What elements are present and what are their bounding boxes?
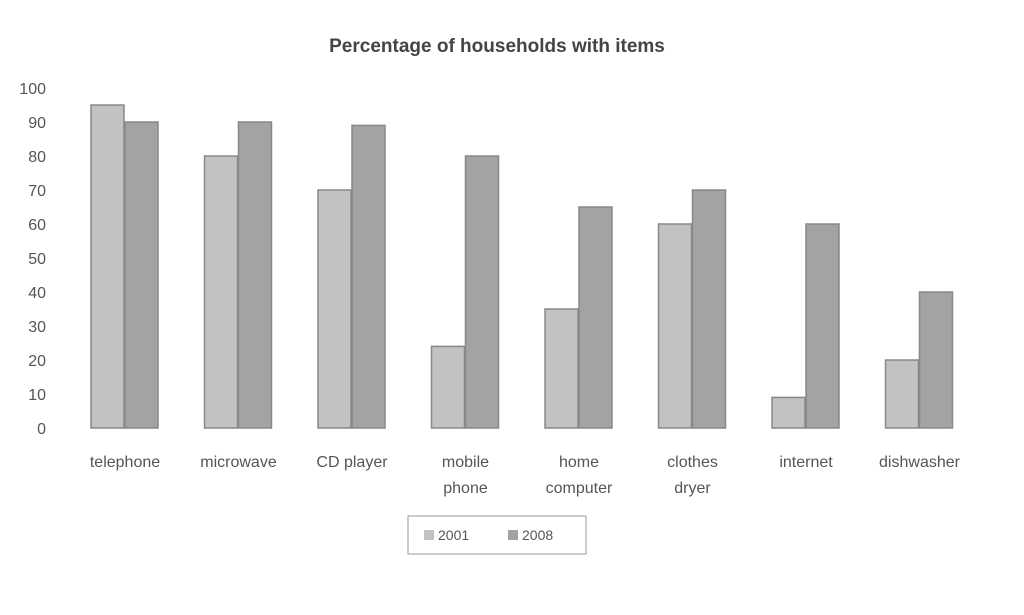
legend-label-2008: 2008 — [522, 527, 553, 543]
bar-2001 — [771, 396, 806, 429]
y-tick-label: 20 — [28, 353, 46, 370]
y-tick-label: 60 — [28, 217, 46, 234]
bar-2001 — [203, 155, 239, 429]
x-tick-label: clothes — [667, 454, 718, 471]
bar-2008 — [691, 189, 727, 429]
bar-2001 — [544, 308, 579, 429]
bar-2008 — [578, 206, 613, 429]
bar-2008 — [464, 155, 500, 429]
bar-2001 — [884, 359, 920, 429]
x-tick-label: telephone — [90, 454, 160, 471]
y-tick-label: 30 — [28, 319, 46, 336]
x-tick-label: internet — [779, 454, 833, 471]
bar-2008 — [805, 223, 840, 429]
x-tick-label: phone — [443, 480, 488, 497]
legend: 2001 2008 — [407, 515, 587, 555]
bar-2008 — [918, 291, 954, 429]
x-tick-label: dryer — [674, 480, 711, 497]
y-tick-label: 0 — [37, 421, 46, 438]
y-tick-label: 10 — [28, 387, 46, 404]
legend-box — [407, 515, 587, 555]
bar-2008 — [237, 121, 273, 429]
x-tick-label: CD player — [316, 454, 388, 471]
bar-2008 — [351, 124, 386, 429]
legend-swatch-2008 — [508, 530, 518, 540]
bar-2001 — [430, 345, 466, 429]
legend-label-2001: 2001 — [438, 527, 469, 543]
bar-2001 — [317, 189, 352, 429]
x-tick-label: home — [559, 454, 599, 471]
y-tick-label: 50 — [28, 251, 46, 268]
bar-2008 — [124, 121, 159, 429]
chart-title: Percentage of households with items — [329, 36, 665, 57]
bar-2001 — [657, 223, 693, 429]
y-tick-label: 80 — [28, 149, 46, 166]
x-tick-label: microwave — [200, 454, 277, 471]
y-tick-label: 40 — [28, 285, 46, 302]
bar-2001 — [90, 104, 125, 429]
legend-swatch-2001 — [424, 530, 434, 540]
y-tick-label: 70 — [28, 183, 46, 200]
y-tick-label: 90 — [28, 115, 46, 132]
y-tick-label: 100 — [19, 81, 46, 98]
x-tick-label: mobile — [442, 454, 489, 471]
x-tick-label: dishwasher — [879, 454, 961, 471]
x-tick-label: computer — [546, 480, 613, 497]
